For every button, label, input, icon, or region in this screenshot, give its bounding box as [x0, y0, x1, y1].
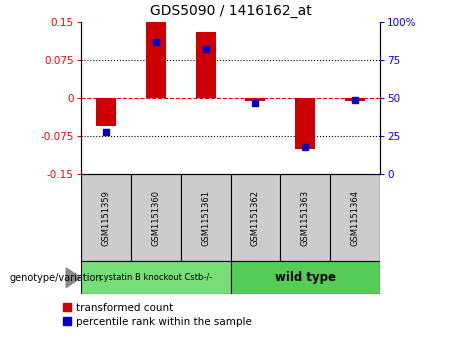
Bar: [195, 32, 216, 98]
Polygon shape: [66, 268, 81, 287]
Title: GDS5090 / 1416162_at: GDS5090 / 1416162_at: [150, 4, 311, 18]
Text: GSM1151359: GSM1151359: [101, 190, 110, 246]
Bar: [230, 174, 280, 261]
Bar: [331, 174, 380, 261]
Bar: [181, 174, 230, 261]
Bar: [245, 98, 266, 101]
Bar: [280, 174, 331, 261]
Legend: transformed count, percentile rank within the sample: transformed count, percentile rank withi…: [63, 303, 252, 327]
Text: GSM1151363: GSM1151363: [301, 190, 310, 246]
Bar: [296, 98, 315, 149]
Bar: [345, 98, 365, 101]
Bar: [81, 174, 130, 261]
Bar: [130, 174, 181, 261]
Text: cystatin B knockout Cstb-/-: cystatin B knockout Cstb-/-: [99, 273, 212, 282]
Bar: [230, 261, 380, 294]
Text: genotype/variation: genotype/variation: [9, 273, 102, 283]
Text: GSM1151364: GSM1151364: [351, 190, 360, 246]
Text: GSM1151361: GSM1151361: [201, 190, 210, 246]
Text: GSM1151362: GSM1151362: [251, 190, 260, 246]
Text: wild type: wild type: [275, 271, 336, 284]
Text: GSM1151360: GSM1151360: [151, 190, 160, 246]
Bar: [146, 22, 165, 98]
Bar: [96, 98, 116, 126]
Bar: [81, 261, 230, 294]
